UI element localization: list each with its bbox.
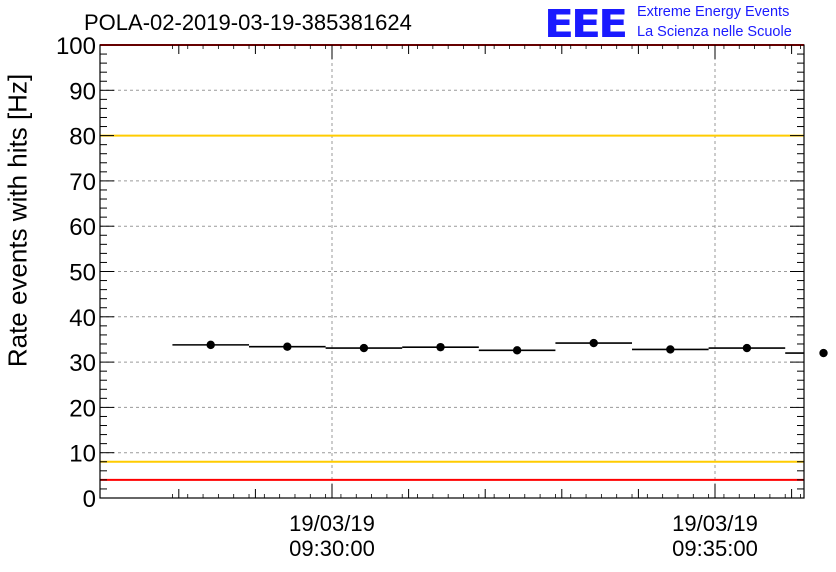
grid-layer [100,45,804,498]
data-point [283,342,292,351]
tick-layer: 010203040506070809010019/03/1909:30:0019… [56,33,804,561]
y-tick-label: 0 [83,486,96,513]
y-tick-label: 100 [56,33,96,60]
data-point [206,340,215,350]
y-tick-label: 20 [69,395,96,422]
data-point [819,348,828,358]
frame-layer [99,44,805,499]
data-point [512,346,522,355]
data-layer [172,338,828,358]
data-point [742,343,752,353]
x-tick-label-time: 09:35:00 [672,536,758,561]
y-tick-label: 10 [69,441,96,468]
y-tick-label: 40 [69,305,96,332]
data-point [666,345,675,354]
y-tick-label: 50 [69,260,96,287]
x-tick-label-date: 19/03/19 [672,511,758,536]
x-tick-label-time: 09:30:00 [289,536,375,561]
plot-frame [99,44,805,499]
logo-line-1: Extreme Energy Events [637,4,790,20]
eee-logo: EEE [544,2,628,47]
x-tick-label-date: 19/03/19 [289,511,375,536]
y-tick-label: 70 [69,169,96,196]
y-tick-label: 30 [69,350,96,377]
logo-line-2: La Scienza nelle Scuole [637,24,792,40]
data-point [436,342,445,352]
data-point [589,338,598,348]
y-tick-label: 60 [69,214,96,241]
chart-title: POLA-02-2019-03-19-385381624 [84,10,412,35]
y-tick-label: 80 [69,124,96,151]
reference-lines [100,44,804,481]
y-tick-label: 90 [69,78,96,105]
data-point [359,343,369,353]
